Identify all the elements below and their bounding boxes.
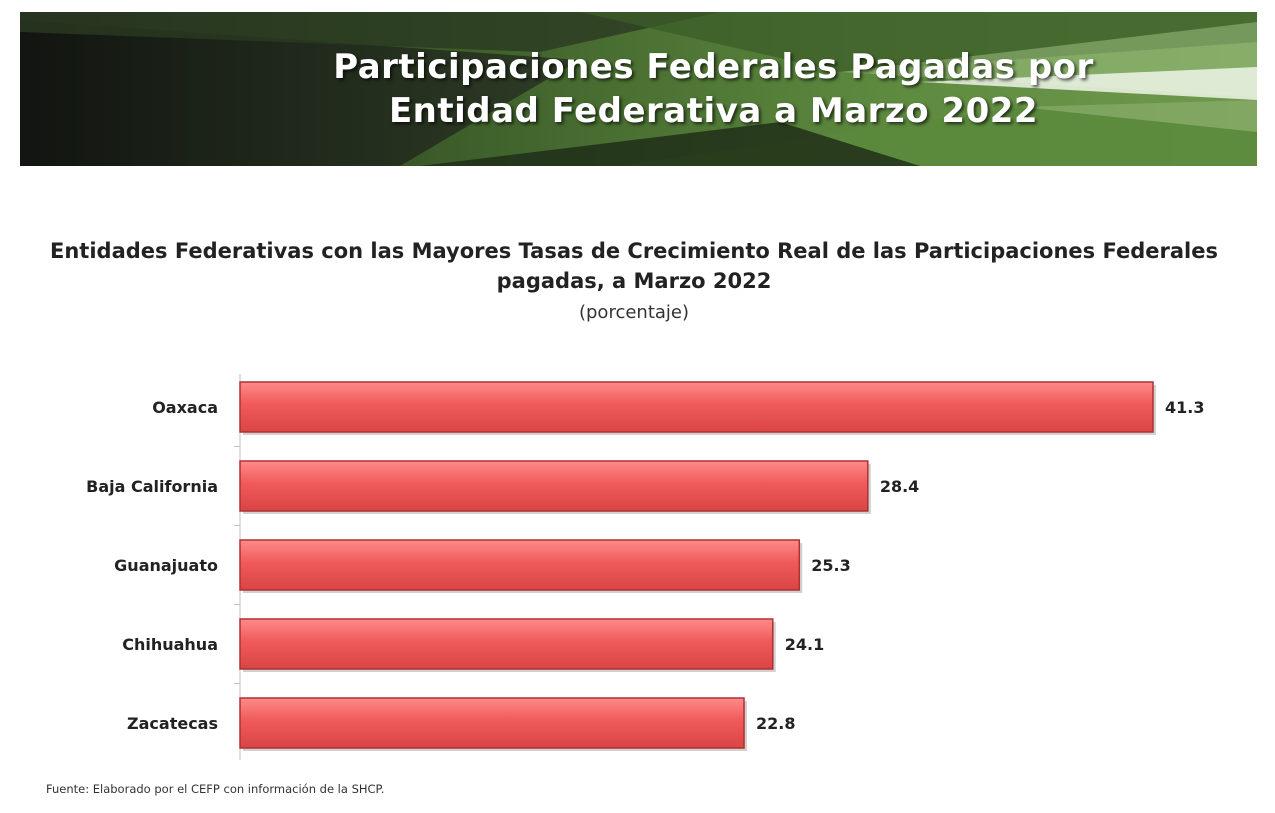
data-label: 24.1	[785, 635, 824, 654]
bar-baja-california	[239, 460, 869, 512]
bar-chihuahua	[239, 618, 774, 670]
category-label: Guanajuato	[114, 556, 218, 575]
banner-title: Participaciones Federales Pagadas por En…	[333, 47, 1094, 131]
category-label: Zacatecas	[127, 714, 218, 733]
data-label: 28.4	[880, 477, 919, 496]
category-label: Chihuahua	[122, 635, 218, 654]
data-label: 41.3	[1165, 398, 1204, 417]
chart-title: Entidades Federativas con las Mayores Ta…	[50, 239, 1218, 293]
chart-subtitle: (porcentaje)	[578, 302, 690, 323]
bar-zacatecas	[239, 697, 745, 749]
banner-title-wrap: Participaciones Federales Pagadas por En…	[20, 12, 1257, 166]
bar-guanajuato	[239, 539, 801, 591]
header-banner: Participaciones Federales Pagadas por En…	[20, 12, 1257, 166]
bar-oaxaca	[239, 381, 1154, 433]
data-label: 25.3	[811, 556, 850, 575]
bar-chart: Oaxaca 41.3 Baja California 28.4 Guanajuato 2…	[86, 374, 1204, 760]
banner-background	[20, 12, 1257, 166]
category-label: Oaxaca	[152, 398, 218, 417]
source-note: Fuente: Elaborado por el CEFP con inform…	[46, 782, 385, 796]
data-label: 22.8	[756, 714, 795, 733]
category-label: Baja California	[86, 477, 218, 496]
